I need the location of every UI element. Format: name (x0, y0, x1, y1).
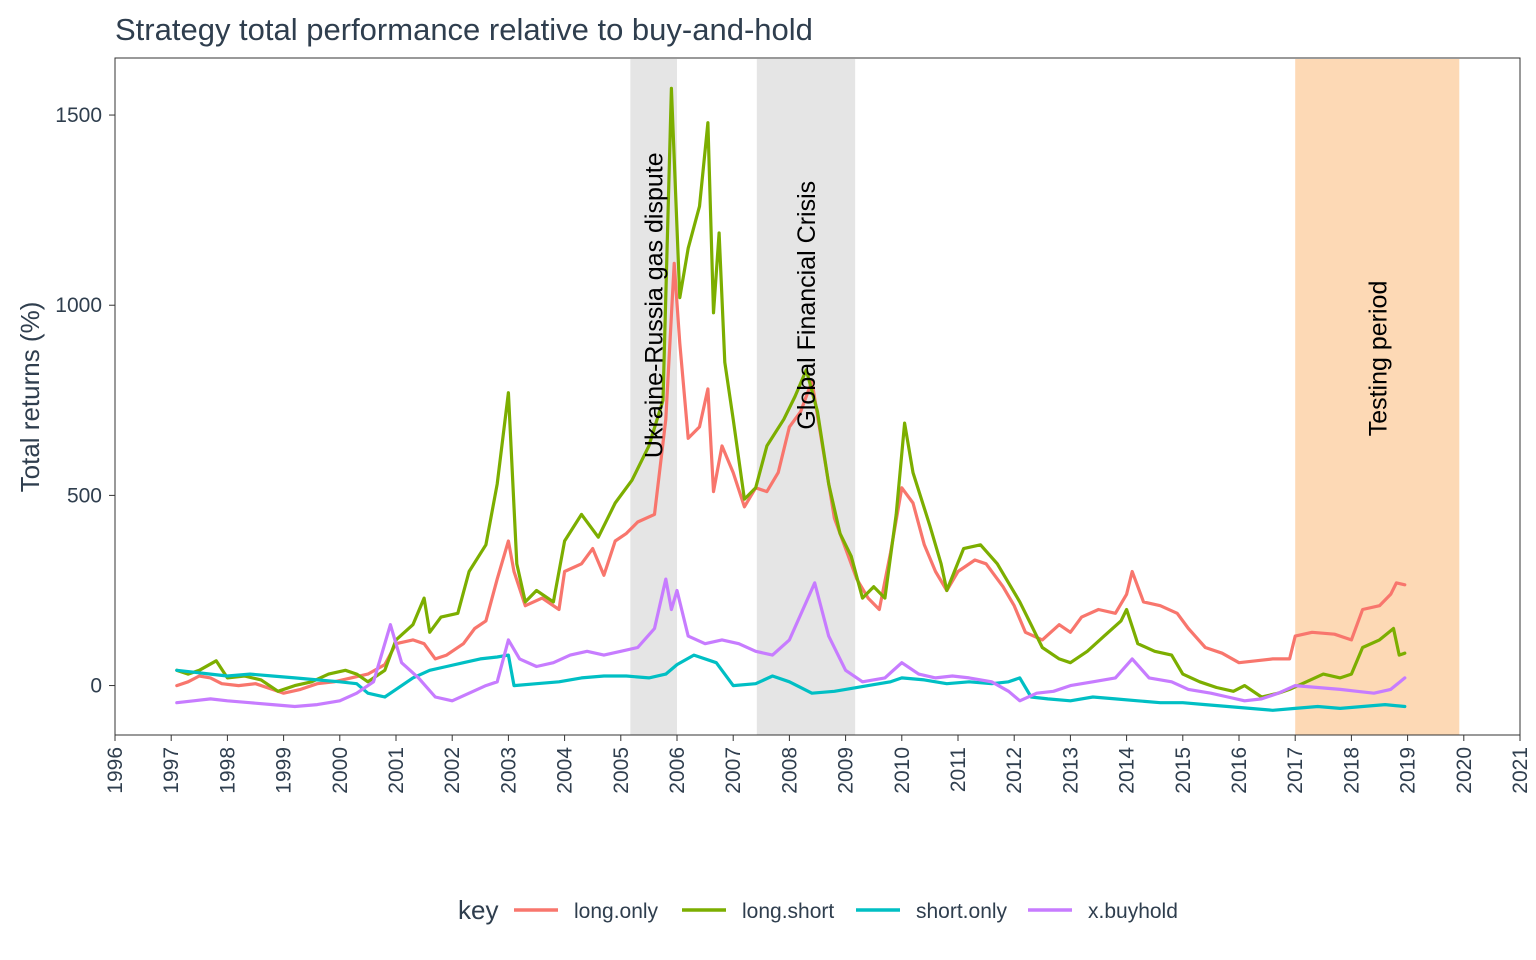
x-tick-label: 2002 (441, 747, 464, 794)
series-lines (175, 86, 1407, 712)
x-tick-label: 2019 (1397, 747, 1420, 794)
x-tick-label: 2020 (1453, 747, 1476, 794)
x-tick-label: 2005 (610, 747, 633, 794)
series-line-short-only (175, 653, 1407, 712)
legend-label-short-only: short.only (916, 900, 1008, 923)
y-axis-title: Total returns (%) (15, 302, 45, 493)
x-tick-label: 1997 (160, 747, 183, 794)
legend: key long.only long.short short.only x.buyhol… (458, 895, 1178, 925)
x-tick-label: 2004 (554, 747, 577, 794)
x-axis: 1996 1997 1998 1999 2000 2001 2002 2003 2004 2005… (104, 735, 1532, 794)
plot-panel-border (114, 57, 1521, 736)
x-tick-label: 2006 (666, 747, 689, 794)
shaded-region-label-global-financial-crisis: Global Financial Crisis (793, 181, 821, 430)
y-tick-label: 0 (90, 675, 102, 698)
x-tick-label: 2017 (1284, 747, 1307, 794)
x-tick-label: 2016 (1228, 747, 1251, 794)
series-line-long-short (175, 86, 1407, 699)
y-axis: 0 500 1000 1500 (55, 104, 115, 698)
shaded-region-testing-period (1295, 59, 1460, 735)
x-tick-label: 2000 (329, 747, 352, 794)
y-tick-label: 500 (67, 484, 102, 507)
chart-title: Strategy total performance relative to b… (115, 12, 813, 47)
x-tick-label: 2012 (1003, 747, 1026, 794)
x-tick-label: 2013 (1059, 747, 1082, 794)
legend-label-x-buyhold: x.buyhold (1088, 900, 1178, 923)
x-tick-label: 1998 (216, 747, 239, 794)
legend-label-long-only: long.only (574, 900, 659, 923)
x-tick-label: 2021 (1509, 747, 1532, 794)
x-tick-label: 2011 (947, 747, 970, 792)
series-line-x-buyhold (175, 577, 1407, 709)
legend-label-long-short: long.short (742, 900, 834, 923)
shaded-region-label-testing-period: Testing period (1364, 281, 1392, 437)
x-tick-label: 2009 (835, 747, 858, 794)
y-tick-label: 1500 (55, 104, 102, 127)
x-tick-label: 2010 (891, 747, 914, 794)
shaded-region-labels: Ukraine-Russia gas dispute Global Financi… (641, 152, 1393, 458)
x-tick-label: 2003 (497, 747, 520, 794)
x-tick-label: 2008 (778, 747, 801, 794)
x-tick-label: 2001 (385, 747, 408, 794)
x-tick-label: 2018 (1340, 747, 1363, 794)
x-tick-label: 2015 (1172, 747, 1195, 794)
series-line-long-only (175, 261, 1407, 695)
x-tick-label: 1996 (104, 747, 127, 794)
x-tick-label: 2007 (722, 747, 745, 794)
x-tick-label: 2014 (1116, 747, 1139, 794)
y-tick-label: 1000 (55, 294, 102, 317)
legend-title: key (458, 895, 498, 925)
x-tick-label: 1999 (273, 747, 296, 794)
shaded-region-label-ukraine-russia-gas-dispute: Ukraine-Russia gas dispute (641, 152, 669, 458)
